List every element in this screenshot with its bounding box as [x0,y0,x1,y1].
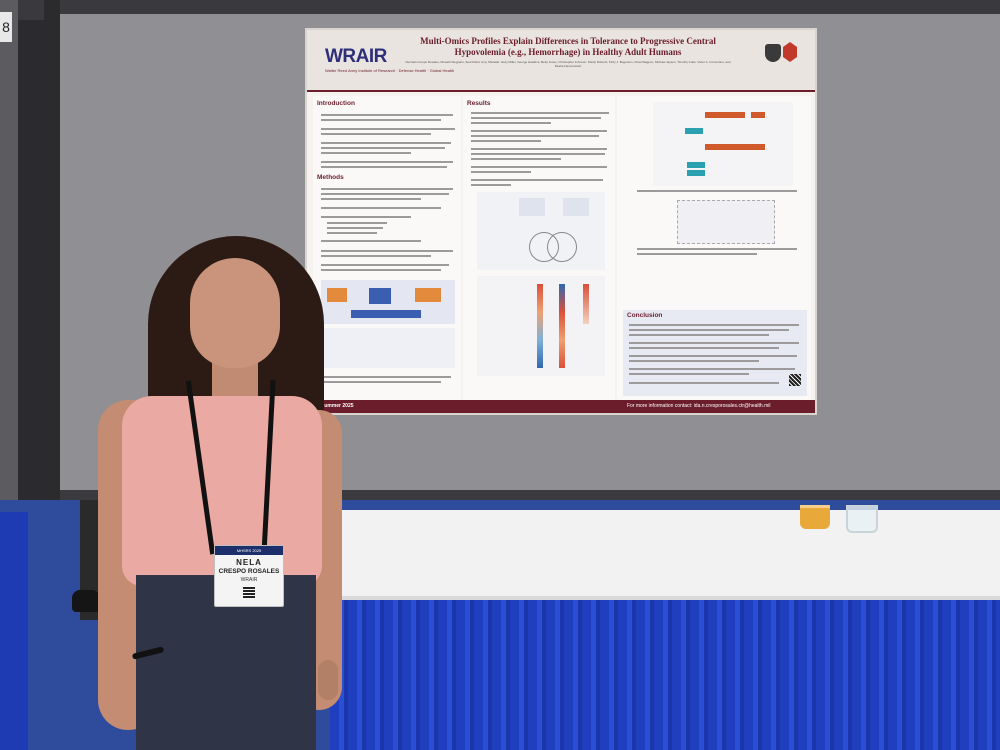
heatmap-figure [477,276,605,376]
poster-contact: For more information contact: ida.n.cres… [627,403,771,409]
section-methods: Methods [317,174,344,181]
presenter-face [190,258,280,368]
table-skirt [330,600,1000,750]
badge-event: MHSRS 2025 [215,546,283,555]
poster-title: Multi-Omics Profiles Explain Differences… [420,36,716,57]
research-poster: WRAIR Walter Reed Army Institute of Rese… [307,30,815,413]
poster-body: Introduction Methods [307,92,815,400]
unit-crest-icon [783,42,797,62]
poster-authors: Ida Nela Crespo Rosales, Riceath Megyari… [405,60,731,68]
section-introduction: Introduction [317,100,355,107]
qr-code-icon [789,374,801,386]
poster-date: Summer 2025 [321,403,354,409]
badge-last-name: CRESPO ROSALES [218,568,280,575]
presenter-right-hand [318,660,338,700]
wrair-tagline: Walter Reed Army Institute of Research ·… [325,68,455,73]
badge-org: WRAIR [240,577,258,583]
methods-figure [321,328,455,368]
section-results: Results [467,100,491,107]
poster-column-right: Conclusion [617,96,811,400]
section-conclusion: Conclusion [627,312,663,319]
name-badge: MHSRS 2025 NELA CRESPO ROSALES WRAIR [214,545,284,607]
conclusion-box: Conclusion [623,310,807,396]
juice-cup [800,505,830,529]
poster-column-middle: Results [463,96,615,400]
wrair-logo: WRAIR [325,46,387,67]
poster-column-left: Introduction Methods [313,96,461,400]
panel-number-tag: 8 [0,12,12,42]
small-multiples-figure [677,200,775,244]
badge-qr-icon [243,586,255,598]
venn-figure [477,192,605,270]
methods-diagram [321,280,455,324]
army-emblem-icon [765,44,781,62]
display-table [330,510,1000,602]
neighbor-table-skirt [0,512,28,750]
neighbor-panel [0,0,18,520]
background-shoe [72,590,100,612]
poster-footer [307,400,815,413]
badge-first-name: NELA [236,558,262,567]
water-cup [846,505,878,533]
poster-header [307,30,815,92]
bar-figure [653,102,793,186]
